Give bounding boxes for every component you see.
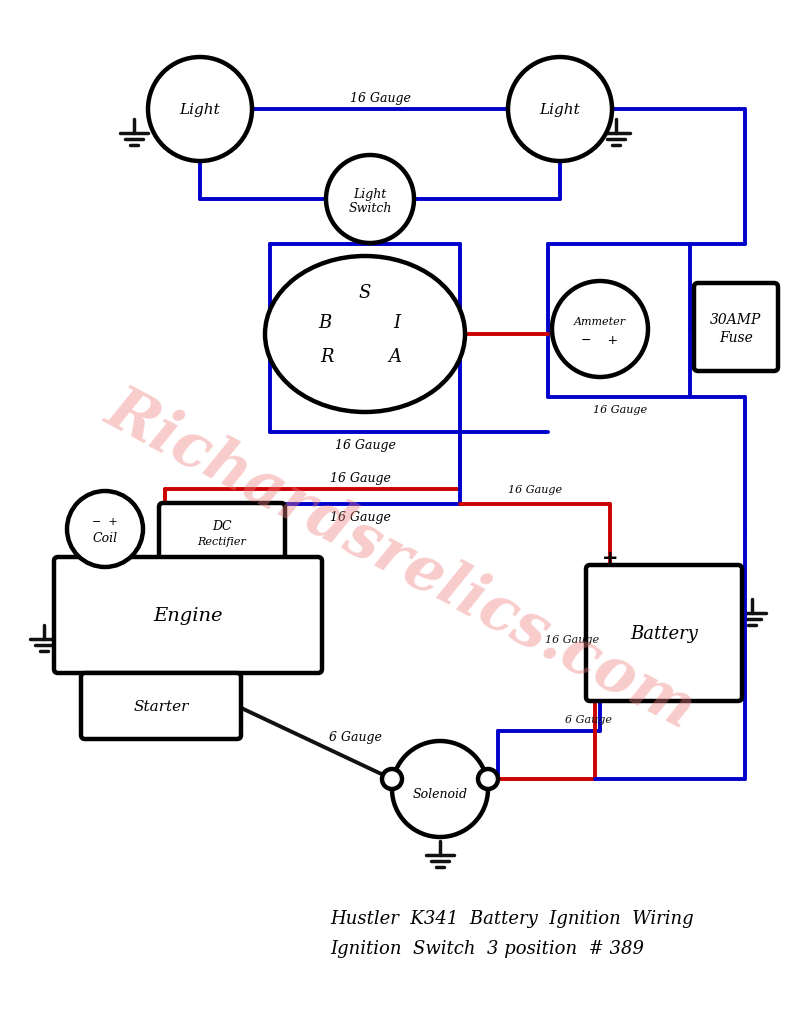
Circle shape bbox=[478, 769, 498, 790]
Text: R: R bbox=[320, 348, 334, 366]
FancyBboxPatch shape bbox=[159, 503, 285, 563]
Text: −    +: − + bbox=[582, 334, 618, 346]
FancyBboxPatch shape bbox=[54, 557, 322, 673]
Text: +: + bbox=[602, 548, 618, 567]
Text: S: S bbox=[359, 284, 371, 301]
Text: Engine: Engine bbox=[154, 607, 222, 625]
Text: Rectifier: Rectifier bbox=[198, 537, 246, 547]
Circle shape bbox=[67, 491, 143, 567]
Circle shape bbox=[382, 769, 402, 790]
Text: Switch: Switch bbox=[348, 201, 392, 214]
Text: Ignition  Switch  3 position  # 389: Ignition Switch 3 position # 389 bbox=[330, 939, 644, 957]
Text: −  +: − + bbox=[92, 517, 118, 527]
Text: A: A bbox=[389, 348, 402, 366]
Ellipse shape bbox=[265, 257, 465, 412]
FancyBboxPatch shape bbox=[81, 673, 241, 739]
Text: 16 Gauge: 16 Gauge bbox=[593, 404, 647, 415]
Text: I: I bbox=[394, 313, 401, 332]
FancyBboxPatch shape bbox=[586, 565, 742, 702]
Text: Light: Light bbox=[180, 103, 220, 117]
Text: 16 Gauge: 16 Gauge bbox=[350, 91, 410, 104]
Text: 6 Gauge: 6 Gauge bbox=[565, 715, 612, 724]
Text: Light: Light bbox=[354, 187, 386, 200]
Text: Hustler  K341  Battery  Ignition  Wiring: Hustler K341 Battery Ignition Wiring bbox=[330, 909, 694, 927]
Circle shape bbox=[326, 156, 414, 244]
Circle shape bbox=[552, 282, 648, 378]
Text: 6 Gauge: 6 Gauge bbox=[329, 730, 382, 743]
Text: B: B bbox=[318, 313, 332, 332]
Text: 16 Gauge: 16 Gauge bbox=[330, 510, 390, 523]
Text: 16 Gauge: 16 Gauge bbox=[545, 634, 599, 644]
Text: DC: DC bbox=[212, 519, 232, 532]
Circle shape bbox=[392, 741, 488, 837]
Circle shape bbox=[148, 58, 252, 162]
Text: Coil: Coil bbox=[93, 532, 118, 545]
Text: 16 Gauge: 16 Gauge bbox=[508, 484, 562, 494]
Text: 16 Gauge: 16 Gauge bbox=[330, 471, 390, 484]
Text: Battery: Battery bbox=[630, 625, 698, 642]
Text: 30AMP: 30AMP bbox=[710, 312, 762, 327]
Text: Richardsrelics.com: Richardsrelics.com bbox=[95, 379, 705, 740]
Text: Ammeter: Ammeter bbox=[574, 316, 626, 327]
FancyBboxPatch shape bbox=[694, 284, 778, 372]
Text: Light: Light bbox=[540, 103, 580, 117]
Text: 16 Gauge: 16 Gauge bbox=[334, 438, 395, 451]
Text: Solenoid: Solenoid bbox=[413, 787, 467, 800]
Text: Starter: Starter bbox=[134, 700, 189, 714]
Circle shape bbox=[508, 58, 612, 162]
Text: Fuse: Fuse bbox=[719, 331, 753, 345]
